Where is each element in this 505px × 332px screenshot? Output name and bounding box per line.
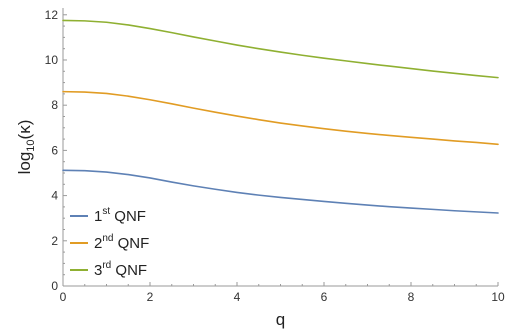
legend-label: 2nd QNF — [94, 233, 149, 252]
legend-label-number: 2 — [94, 235, 102, 252]
legend-label-rest: QNF — [113, 235, 149, 252]
legend-item: 2nd QNF — [70, 233, 149, 252]
y-axis-label-subscript: 10 — [25, 139, 37, 151]
legend-label-number: 3 — [94, 262, 102, 279]
legend-item: 3rd QNF — [70, 260, 147, 279]
y-axis-label: log10(κ) — [15, 120, 37, 175]
legend-label-superscript: rd — [102, 260, 111, 271]
legend-label-rest: QNF — [111, 262, 147, 279]
legend-label-rest: QNF — [110, 208, 146, 225]
legend-item: 1st QNF — [70, 206, 146, 225]
y-axis-label-argument: (κ) — [15, 120, 34, 140]
y-axis-label-base: log — [15, 152, 34, 175]
x-tick-label: 6 — [321, 290, 328, 304]
y-tick-label: 6 — [51, 143, 58, 157]
y-tick-label: 0 — [51, 279, 58, 293]
series-line — [62, 169, 499, 214]
y-tick-label: 4 — [51, 189, 58, 203]
x-tick-label: 8 — [408, 290, 415, 304]
legend-label-number: 1 — [94, 208, 102, 225]
legend-label-superscript: nd — [102, 233, 113, 244]
legend-label-superscript: st — [102, 206, 110, 217]
x-tick-label: 0 — [60, 290, 67, 304]
x-tick-label: 10 — [491, 290, 505, 304]
series-lines — [62, 19, 499, 214]
series-line — [62, 90, 499, 146]
y-tick-label: 8 — [51, 98, 58, 112]
y-tick-label: 2 — [51, 234, 58, 248]
x-tick-label: 2 — [147, 290, 154, 304]
y-tick-label: 12 — [45, 8, 59, 22]
legend-label: 1st QNF — [94, 206, 146, 225]
x-tick-label: 4 — [234, 290, 241, 304]
legend-label: 3rd QNF — [94, 260, 147, 279]
x-axis-label: q — [276, 310, 285, 329]
series-line — [62, 19, 499, 79]
y-tick-label: 10 — [45, 53, 59, 67]
